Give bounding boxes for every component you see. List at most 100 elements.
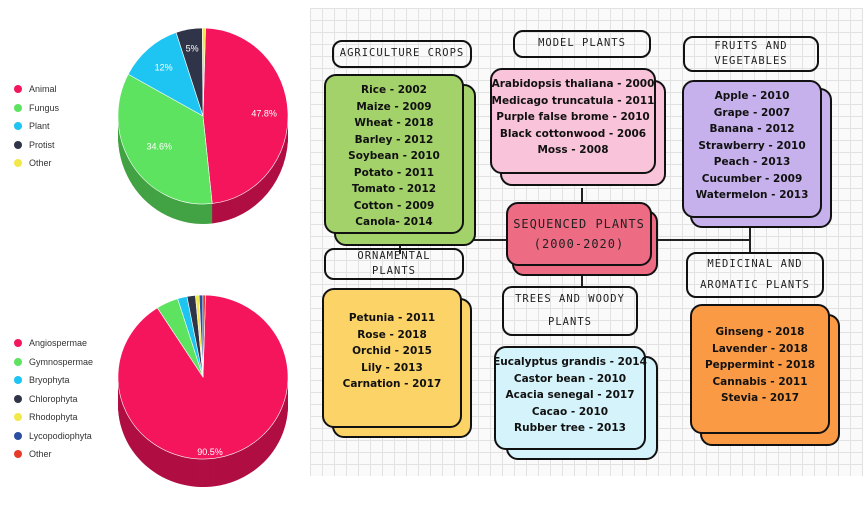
- agriculture-item: Barley - 2012: [354, 133, 434, 146]
- medicinal-title-line1: MEDICINAL AND: [707, 258, 803, 270]
- agriculture-item: Tomato - 2012: [351, 183, 437, 195]
- pie-slice-other: [202, 27, 206, 117]
- model-item: Arabidopsis thaliana - 2000: [491, 78, 655, 90]
- legend-swatch: [14, 159, 22, 168]
- legend-swatch: [14, 339, 22, 348]
- fruits-item: Apple - 2010: [714, 90, 790, 102]
- trees-title-line2: PLANTS: [548, 316, 592, 328]
- trees-item: Eucalyptus grandis - 2014: [493, 356, 647, 368]
- legend-swatch: [14, 357, 22, 366]
- agriculture-crops-header: AGRICULTURE CROPS: [332, 40, 472, 68]
- pie-slice-plant: [127, 32, 204, 117]
- model-item: Moss - 2008: [537, 144, 609, 156]
- ornamental-item: Lily - 2013: [361, 361, 423, 374]
- trees-item: Castor bean - 2010: [513, 372, 627, 385]
- medicinal-aromatic-header: MEDICINAL AND AROMATIC PLANTS: [686, 252, 824, 298]
- pie-slice-animal: [202, 27, 289, 204]
- agriculture-item: Maize - 2009: [356, 100, 432, 113]
- fruits-item: Watermelon - 2013: [695, 189, 809, 201]
- trees-card-face: Eucalyptus grandis - 2014 Castor bean - 2…: [493, 346, 647, 450]
- fruits-item: Peach - 2013: [713, 156, 791, 168]
- agriculture-item: Canola- 2014: [355, 216, 433, 228]
- model-item: Purple false brome - 2010: [496, 111, 650, 123]
- legend-label: Other: [29, 449, 52, 460]
- medicinal-item: Stevia - 2017: [720, 392, 800, 404]
- legend-label: Chlorophyta: [29, 393, 78, 404]
- legend-swatch: [14, 413, 22, 422]
- model-plants-title: MODEL PLANTS: [538, 37, 626, 50]
- ornamental-card-face: Petunia - 2011 Rose - 2018 Orchid - 2015 Li…: [322, 288, 462, 428]
- legend-item: Animal: [14, 80, 59, 99]
- pie-slice-label: 47.8%: [251, 109, 277, 119]
- agriculture-crops-card: Rice - 2002 Maize - 2009 Wheat - 2018 Barle…: [324, 74, 476, 246]
- legend-item: Chlorophyta: [14, 390, 93, 409]
- model-plants-card: Arabidopsis thaliana - 2000 Medicago trun…: [490, 68, 668, 188]
- fruits-title-line2: VEGETABLES: [714, 55, 788, 67]
- agriculture-item: Potato - 2011: [353, 166, 435, 179]
- fruits-card-face: Apple - 2010 Grape - 2007 Banana - 2012 Str…: [682, 80, 822, 218]
- legend-swatch: [14, 85, 22, 94]
- medicinal-title-line2: AROMATIC PLANTS: [700, 279, 810, 291]
- legend-label: Angiospermae: [29, 338, 88, 349]
- legend-label: Gymnospermae: [29, 356, 94, 367]
- fruits-vegetables-header: FRUITS AND VEGETABLES: [683, 36, 819, 72]
- trees-item: Rubber tree - 2013: [514, 422, 626, 434]
- pie-slice-other: [202, 294, 206, 378]
- legend-label: Fungus: [29, 102, 60, 113]
- agriculture-item: Soybean - 2010: [348, 150, 440, 162]
- fruits-item: Grape - 2007: [713, 106, 791, 119]
- pie-chart-plant-divisions: 90.5%: [117, 294, 289, 487]
- pie-slice-label: 34.6%: [147, 141, 173, 151]
- legend-item: Bryophyta: [14, 371, 93, 390]
- pie-chart-organisms: 47.8% 34.6% 12% 5%: [117, 27, 289, 224]
- trees-woody-card: Eucalyptus grandis - 2014 Castor bean - 2…: [493, 346, 658, 460]
- agriculture-item: Rice - 2002: [361, 84, 427, 96]
- ornamental-title-line2: PLANTS: [372, 265, 416, 277]
- legend-item: Protist: [14, 136, 59, 155]
- model-item: Black cottonwood - 2006: [499, 127, 647, 140]
- legend-swatch: [14, 450, 22, 459]
- model-plants-header: MODEL PLANTS: [513, 30, 651, 58]
- ornamental-plants-header: ORNAMENTAL PLANTS: [324, 248, 464, 280]
- center-title: SEQUENCED PLANTS: [513, 217, 645, 231]
- pie-slice-label: 90.5%: [197, 447, 223, 457]
- trees-item: Cacao - 2010: [531, 405, 609, 418]
- legend-item: Other: [14, 154, 59, 173]
- legend-label: Animal: [29, 84, 57, 95]
- legend-item: Lycopodiophyta: [14, 427, 93, 446]
- sequenced-plants-center: SEQUENCED PLANTS (2000-2020): [506, 202, 658, 278]
- trees-woody-header: TREES AND WOODY PLANTS: [502, 286, 638, 336]
- ornamental-plants-card: Petunia - 2011 Rose - 2018 Orchid - 2015 Li…: [322, 288, 472, 438]
- legend-item: Other: [14, 445, 93, 464]
- legend-item: Gymnospermae: [14, 353, 93, 372]
- fruits-item: Cucumber - 2009: [701, 172, 803, 185]
- ornamental-item: Orchid - 2015: [352, 345, 432, 357]
- model-card-face: Arabidopsis thaliana - 2000 Medicago trun…: [490, 68, 656, 174]
- medicinal-item: Peppermint - 2018: [704, 359, 816, 371]
- legend-item: Rhodophyta: [14, 408, 93, 427]
- pie-slice-label: 12%: [155, 62, 173, 72]
- legend-label: Plant: [29, 121, 50, 132]
- legend-label: Protist: [29, 139, 55, 150]
- legend-label: Lycopodiophyta: [29, 430, 92, 441]
- legend-top-pie: Animal Fungus Plant Protist Other: [14, 80, 59, 173]
- medicinal-item: Ginseng - 2018: [715, 326, 805, 338]
- ornamental-item: Petunia - 2011: [348, 312, 436, 324]
- legend-item: Plant: [14, 117, 59, 136]
- ornamental-title-line1: ORNAMENTAL: [357, 249, 431, 262]
- fruits-title-line1: FRUITS AND: [714, 39, 788, 52]
- legend-label: Bryophyta: [29, 375, 70, 386]
- center-box: SEQUENCED PLANTS (2000-2020): [506, 202, 652, 266]
- fruits-vegetables-card: Apple - 2010 Grape - 2007 Banana - 2012 Str…: [682, 80, 832, 228]
- center-subtitle: (2000-2020): [533, 237, 625, 251]
- agriculture-card-face: Rice - 2002 Maize - 2009 Wheat - 2018 Barle…: [324, 74, 464, 234]
- medicinal-item: Lavender - 2018: [712, 342, 808, 355]
- legend-swatch: [14, 394, 22, 403]
- ornamental-item: Rose - 2018: [357, 328, 427, 341]
- pie-slice-label: 5%: [186, 43, 199, 53]
- fruits-item: Strawberry - 2010: [698, 139, 806, 152]
- fruits-item: Banana - 2012: [709, 123, 795, 135]
- legend-swatch: [14, 103, 22, 112]
- legend-swatch: [14, 376, 22, 385]
- agriculture-item: Wheat - 2018: [354, 117, 434, 129]
